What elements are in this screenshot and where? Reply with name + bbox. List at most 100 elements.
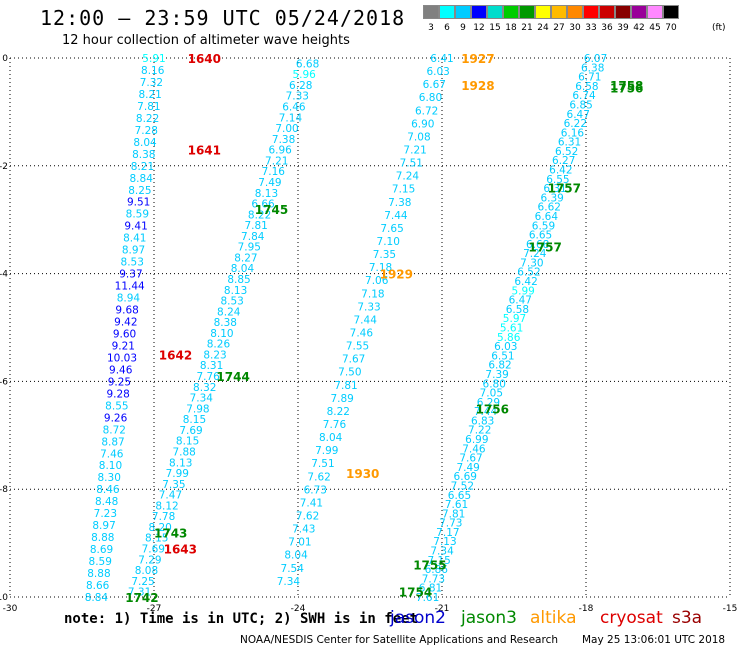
wave-height-label: 6.74 [572,90,596,102]
colorbar-label: 15 [489,23,501,33]
wave-height-label: 7.39 [485,369,508,381]
wave-height-label: 8.10 [99,460,122,472]
wave-height-label: 6.46 [282,102,306,114]
wave-height-label: 9.28 [106,388,129,400]
wave-height-label: 6.58 [506,304,529,316]
colorbar-swatch [535,5,551,19]
colorbar-label: 45 [649,23,661,33]
wave-height-label: 8.38 [132,149,155,161]
wave-height-label: 6.71 [578,72,601,84]
wave-height-label: 8.21 [138,89,161,101]
wave-height-label: 7.76 [196,371,220,383]
wave-height-label: 8.59 [89,556,112,568]
wave-height-label: 7.50 [338,367,361,379]
wave-height-label: 9.60 [113,328,136,340]
wave-height-label: 9.46 [109,364,133,376]
wave-height-label: 8.32 [193,382,216,394]
wave-height-label: 8.12 [155,500,178,512]
wave-height-label: 6.52 [517,267,540,279]
wave-height-label: 9.51 [127,197,150,209]
colorbar-swatch [647,5,663,19]
wave-height-label: 7.13 [433,536,456,548]
wave-height-label: 8.87 [101,436,124,448]
colorbar-swatch [551,5,567,19]
y-tick-label: -4 [0,270,8,280]
colorbar-swatch [423,5,439,19]
wave-height-label: 7.73 [422,573,445,585]
wave-height-label: 6.28 [289,80,312,92]
wave-height-label: 7.88 [172,446,195,458]
footer-credit: NOAA/NESDIS Center for Satellite Applica… [240,634,558,646]
wave-height-label: 7.32 [140,77,163,89]
wave-height-label: 8.22 [327,406,350,418]
wave-height-label: 7.15 [392,184,415,196]
y-tick-label: 0 [2,54,8,64]
wave-height-label: 9.21 [112,340,135,352]
wave-height-label: 8.27 [234,252,257,264]
wave-height-label: 7.98 [186,403,209,415]
wave-height-label: 8.26 [207,339,231,351]
wave-height-label: 6.81 [419,583,442,595]
pass-time-label: 1742 [125,591,158,605]
wave-height-label: 9.41 [124,221,147,233]
wave-height-label: 7.31 [128,587,151,599]
colorbar-label: 42 [633,23,645,33]
wave-height-label: 8.41 [123,233,146,245]
wave-height-label: 7.78 [152,511,175,523]
chart-subtitle: 12 hour collection of altimeter wave hei… [62,33,350,48]
colorbar-label: 36 [601,23,613,33]
chart-title: 12:00 – 23:59 UTC 05/24/2018 [40,6,406,30]
wave-height-label: 7.51 [311,458,334,470]
wave-height-label: 7.10 [377,236,400,248]
wave-height-label: 5.91 [142,53,165,65]
wave-height-label: 8.94 [117,293,141,305]
wave-height-label: 6.65 [448,490,471,502]
wave-height-label: 7.67 [342,354,365,366]
wave-height-label: 6.64 [535,211,559,223]
pass-time-label: 1928 [461,79,494,93]
wave-height-label: 8.84 [130,173,154,185]
colorbar-label: 33 [585,23,597,33]
y-tick-label: -8 [0,485,8,495]
wave-height-label: 7.55 [346,341,369,353]
wave-height-label: 8.53 [220,296,243,308]
wave-height-label: 7.18 [369,262,392,274]
footer-timestamp: May 25 13:06:01 UTC 2018 [582,634,726,646]
wave-height-label: 6.80 [419,92,442,104]
legend-jason3: jason3 [461,608,517,628]
wave-height-label: 7.95 [238,242,261,254]
wave-height-label: 7.81 [137,101,160,113]
wave-height-label: 8.21 [131,161,154,173]
wave-height-label: 6.58 [575,81,598,93]
wave-height-label: 7.69 [179,425,202,437]
wave-height-label: 6.72 [415,105,438,117]
wave-height-label: 8.55 [105,400,128,412]
wave-height-label: 8.23 [203,349,226,361]
wave-height-label: 5.96 [292,69,316,81]
wave-height-label: 8.59 [126,209,149,221]
wave-height-label: 6.29 [477,397,500,409]
wave-height-label: 8.13 [169,457,192,469]
wave-height-label: 6.55 [546,174,569,186]
wave-height-label: 6.59 [532,220,555,232]
wave-height-label: 8.84 [85,592,109,604]
wave-height-label: 7.16 [262,166,286,178]
wave-height-label: 7.33 [357,301,380,313]
wave-height-label: 6.22 [564,118,587,130]
colorbar-label: 30 [569,23,581,33]
y-tick-label: -2 [0,162,8,172]
footer-note: note: 1) Time is in UTC; 2) SWH is in fe… [64,611,419,627]
wave-height-label: 8.13 [224,285,247,297]
pass-time-label: 1745 [255,203,288,217]
wave-height-label: 7.43 [292,524,315,536]
wave-height-label: 7.33 [286,91,309,103]
wave-height-label: 6.03 [426,66,449,78]
wave-height-label: 6.80 [483,378,506,390]
colorbar-label: 3 [428,23,434,33]
wave-height-label: 7.44 [384,210,408,222]
wave-height-label: 7.01 [288,537,311,549]
wave-height-label: 7.81 [244,220,267,232]
wave-height-label: 6.51 [491,350,514,362]
colorbar-label: 27 [553,23,565,33]
wave-height-label: 7.38 [272,134,295,146]
